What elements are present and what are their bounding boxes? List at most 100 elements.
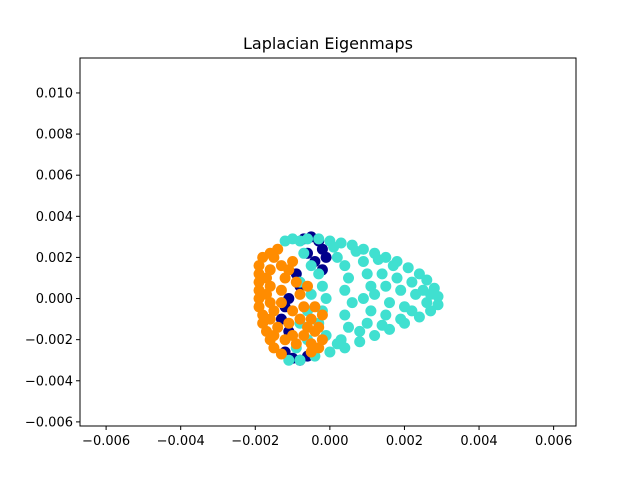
scatter-point <box>261 272 272 284</box>
scatter-point <box>365 305 377 317</box>
scatter-point <box>357 293 369 304</box>
scatter-point <box>361 317 373 329</box>
scatter-point <box>339 284 351 296</box>
scatter-point <box>309 301 321 313</box>
scatter-point <box>272 321 284 333</box>
scatter-point <box>257 251 269 263</box>
scatter-point <box>268 305 280 317</box>
scatter-point <box>279 272 291 284</box>
scatter-point <box>316 334 328 346</box>
scatter-point <box>294 313 306 325</box>
scatter-point <box>268 330 280 341</box>
scatter-point <box>354 325 366 337</box>
scatter-point <box>287 330 299 341</box>
plot-frame <box>79 57 577 427</box>
scatter-point <box>313 321 325 333</box>
scatter-point <box>268 342 280 354</box>
scatter-point <box>290 276 302 288</box>
scatter-point <box>376 268 388 280</box>
y-tick-label: −0.004 <box>25 374 73 389</box>
scatter-point <box>372 254 384 265</box>
scatter-point <box>346 297 358 309</box>
scatter-point <box>275 348 287 360</box>
scatter-point <box>264 264 276 276</box>
scatter-point <box>421 274 433 286</box>
x-tick-label: 0.004 <box>460 434 497 449</box>
scatter-point <box>264 297 276 309</box>
x-tick-label: −0.002 <box>231 434 279 449</box>
x-tick-label: 0.006 <box>535 434 572 449</box>
scatter-point <box>413 311 425 323</box>
scatter-point <box>253 301 265 313</box>
x-axis: −0.006 −0.004 −0.002 0.000 0.002 0.004 0.006 <box>82 426 572 449</box>
scatter-point <box>302 233 313 245</box>
scatter-point <box>402 262 414 274</box>
scatter-point <box>391 272 403 284</box>
scatter-point <box>384 297 395 309</box>
x-tick-label: 0.000 <box>311 434 348 449</box>
scatter-point <box>328 241 340 253</box>
y-axis: −0.006 −0.004 −0.002 0.000 0.002 0.004 0.006 0.… <box>25 86 80 430</box>
scatter-point <box>376 319 388 331</box>
scatter-point <box>343 272 354 284</box>
scatter-point <box>406 305 418 317</box>
scatter-point <box>425 288 437 300</box>
scatter-point <box>268 251 280 263</box>
y-tick-label: −0.006 <box>25 415 73 430</box>
scatter-point <box>283 264 295 276</box>
scatter-point <box>316 243 328 255</box>
y-tick-label: 0.004 <box>36 210 73 225</box>
scatter-point <box>305 313 317 325</box>
scatter-point <box>331 338 343 350</box>
scatter-point <box>369 330 381 341</box>
scatter-point <box>395 284 407 296</box>
scatter-point <box>387 260 399 272</box>
scatter-point <box>343 321 354 333</box>
scatter-point <box>320 293 332 304</box>
scatter-point <box>305 288 317 300</box>
y-tick-label: 0.002 <box>36 251 73 266</box>
x-tick-label: 0.002 <box>386 434 423 449</box>
scatter-point <box>357 256 369 267</box>
scatter-point <box>324 346 336 358</box>
scatter-point <box>264 313 276 325</box>
scatter-point <box>313 233 325 245</box>
scatter-point <box>395 313 407 325</box>
scatter-point <box>313 342 325 354</box>
scatter-point <box>361 268 373 280</box>
x-tick-label: −0.004 <box>157 434 205 449</box>
scatter-point <box>350 245 362 257</box>
y-tick-label: 0.010 <box>36 86 73 101</box>
y-tick-label: 0.000 <box>36 292 73 307</box>
scatter-point <box>380 280 392 292</box>
scatter-point <box>287 305 299 317</box>
scatter-point <box>339 260 351 272</box>
scatter-point <box>302 280 313 292</box>
scatter-point <box>413 268 425 280</box>
scatter-point <box>283 317 295 329</box>
scatter-point <box>290 338 302 350</box>
scatter-point <box>275 284 287 296</box>
scatter-point <box>432 299 444 311</box>
scatter-point <box>354 336 366 348</box>
scatter-point <box>298 330 310 341</box>
scatter-point <box>369 288 381 300</box>
scatter-point <box>294 354 306 366</box>
scatter-point <box>287 256 299 267</box>
scatter-point <box>316 280 328 292</box>
scatter-point <box>331 251 343 263</box>
scatter-point <box>275 297 287 309</box>
scatter-point <box>264 280 276 292</box>
scatter-point <box>380 309 392 321</box>
x-tick-label: −0.006 <box>82 434 130 449</box>
scatter-point <box>298 247 310 259</box>
chart-title: Laplacian Eigenmaps <box>243 34 413 53</box>
y-tick-label: 0.008 <box>36 128 73 143</box>
scatter-point <box>283 354 295 366</box>
scatter-point <box>298 301 310 313</box>
scatter-point <box>421 297 433 309</box>
scatter-point <box>406 276 418 288</box>
scatter-point <box>365 280 377 292</box>
scatter-point <box>425 305 437 317</box>
